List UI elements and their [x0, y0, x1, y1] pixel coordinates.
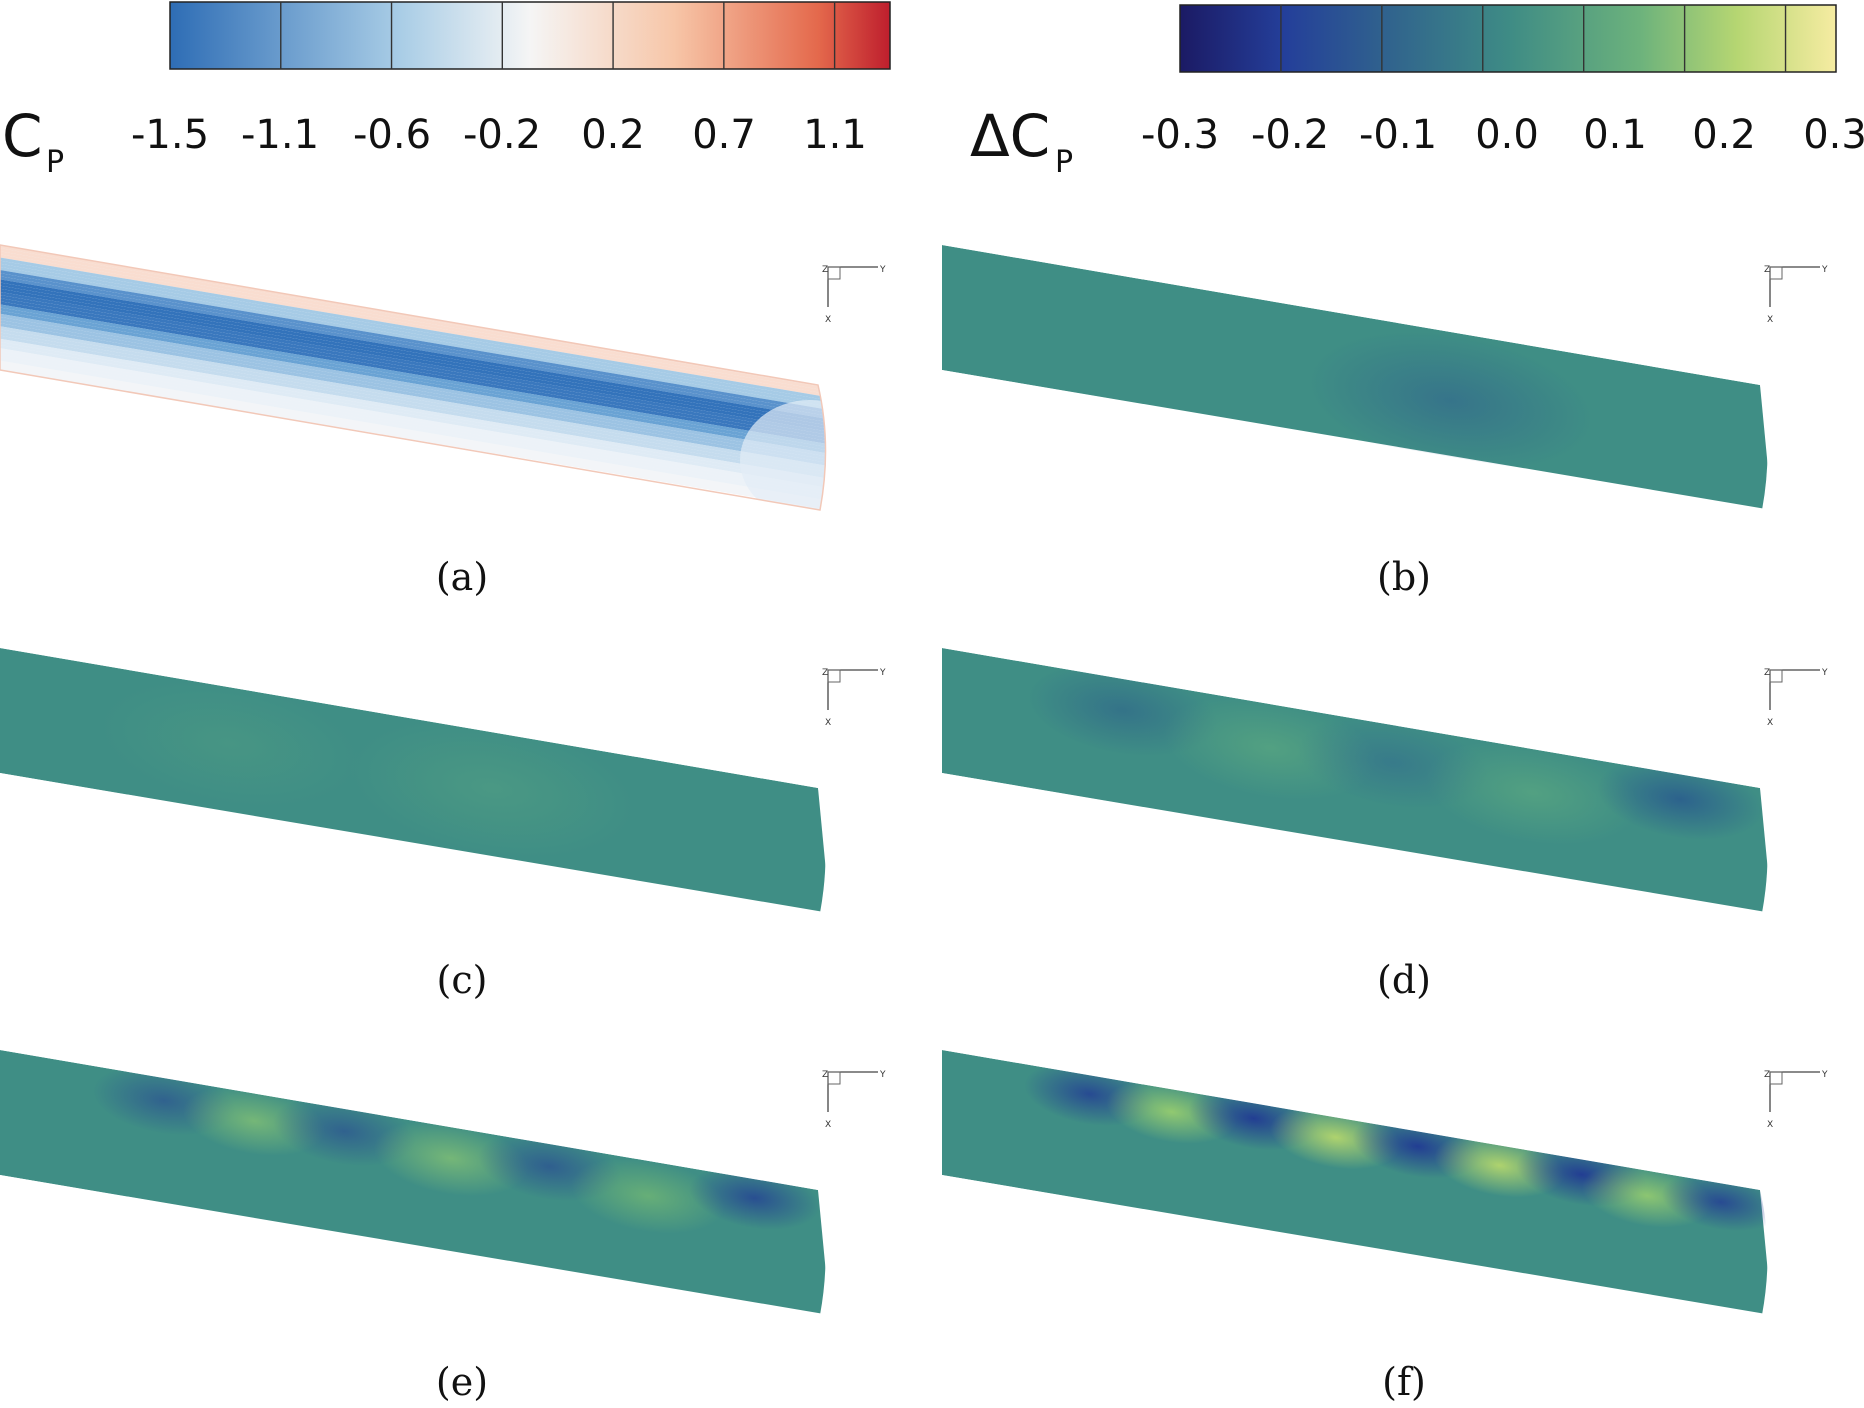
- dcp-wing-surface: [942, 245, 1768, 510]
- panel-caption: (d): [1377, 958, 1431, 1002]
- dcp-colorbar: ΔC P -0.3 -0.2 -0.1 0.0 0.1 0.2 0.3: [970, 4, 1864, 180]
- cp-colorbar-subscript: P: [46, 145, 64, 180]
- panel-f: Z Y X (f): [942, 1050, 1828, 1404]
- axis-triad: Z Y X: [822, 668, 886, 728]
- colorbar-tick-label: -0.2: [1251, 112, 1329, 158]
- colorbar-tick-label: -1.1: [241, 112, 319, 158]
- axis-y-label: Y: [1821, 668, 1828, 678]
- dcp-wing-surface: [0, 1050, 826, 1315]
- axis-y-label: Y: [1821, 265, 1828, 275]
- axis-z-label: Z: [1764, 265, 1770, 275]
- colorbar-tick-label: 0.7: [692, 112, 756, 158]
- colorbar-tick-label: -0.1: [1359, 112, 1437, 158]
- axis-triad: Z Y X: [1764, 1070, 1828, 1130]
- cp-wing-surface: [0, 245, 826, 510]
- colorbar-tick-label: 0.2: [581, 112, 645, 158]
- dcp-colorbar-ticks: -0.3 -0.2 -0.1 0.0 0.1 0.2 0.3: [1141, 112, 1864, 158]
- colorbar-tick-label: -0.6: [353, 112, 431, 158]
- cp-colorbar-gradient: [169, 1, 891, 70]
- axis-z-label: Z: [1764, 668, 1770, 678]
- axis-y-label: Y: [1821, 1070, 1828, 1080]
- dcp-wing-surface: [0, 648, 826, 913]
- axis-corner-box: [827, 669, 841, 683]
- axis-y-label: Y: [879, 265, 886, 275]
- axis-y-label: Y: [879, 1070, 886, 1080]
- cp-colorbar: C P -1.5 -1.1 -0.6 -0.2 0.2 0.7 1.1: [2, 1, 891, 180]
- axis-corner-box: [1769, 669, 1783, 683]
- axis-corner-box: [1769, 266, 1783, 280]
- dcp-colorbar-separators: [1280, 5, 1787, 72]
- panel-caption: (a): [436, 555, 488, 599]
- axis-x-label: X: [1767, 718, 1773, 728]
- axis-x-label: X: [1767, 1120, 1773, 1130]
- colorbar-tick-label: -1.5: [131, 112, 209, 158]
- panel-caption: (c): [437, 958, 488, 1002]
- panel-caption: (f): [1382, 1360, 1426, 1404]
- axis-triad: Z Y X: [822, 1070, 886, 1130]
- panel-caption: (e): [436, 1360, 488, 1404]
- panel-a: Z Y X (a): [0, 244, 886, 599]
- dcp-wing-surface: [942, 648, 1768, 913]
- axis-x-label: X: [825, 315, 831, 325]
- axis-y-label: Y: [879, 668, 886, 678]
- axis-z-label: Z: [822, 668, 828, 678]
- colorbar-tick-label: 0.3: [1803, 112, 1864, 158]
- axis-triad: Z Y X: [1764, 668, 1828, 728]
- colorbar-tick-label: 0.1: [1583, 112, 1647, 158]
- panel-d: Z Y X (d): [942, 648, 1828, 1002]
- axis-triad: Z Y X: [1764, 265, 1828, 325]
- cp-colorbar-separators: [280, 2, 836, 69]
- axis-z-label: Z: [1764, 1070, 1770, 1080]
- axis-corner-box: [827, 1071, 841, 1085]
- dcp-colorbar-gradient: [1179, 4, 1837, 73]
- colorbar-tick-label: 0.0: [1475, 112, 1539, 158]
- dcp-wing-surface: [942, 1050, 1768, 1315]
- dcp-colorbar-subscript: P: [1055, 145, 1073, 180]
- dcp-colorbar-symbol: ΔC: [970, 102, 1050, 170]
- colorbar-tick-label: 1.1: [803, 112, 867, 158]
- panels: Z Y X (a) Z Y X (b) Z Y X (c) Z Y X (d) Z Y X (e) Z Y X (f): [0, 244, 1828, 1404]
- panel-caption: (b): [1377, 555, 1431, 599]
- panel-e: Z Y X (e): [0, 1050, 886, 1404]
- colorbar-tick-label: -0.2: [463, 112, 541, 158]
- colorbar-tick-label: 0.2: [1692, 112, 1756, 158]
- axis-x-label: X: [1767, 315, 1773, 325]
- axis-corner-box: [827, 266, 841, 280]
- axis-z-label: Z: [822, 265, 828, 275]
- cp-colorbar-ticks: -1.5 -1.1 -0.6 -0.2 0.2 0.7 1.1: [131, 112, 867, 158]
- axis-corner-box: [1769, 1071, 1783, 1085]
- panel-b: Z Y X (b): [942, 245, 1828, 599]
- axis-z-label: Z: [822, 1070, 828, 1080]
- axis-x-label: X: [825, 1120, 831, 1130]
- cp-colorbar-symbol: C: [2, 102, 43, 170]
- panel-c: Z Y X (c): [0, 648, 886, 1002]
- colorbar-tick-label: -0.3: [1141, 112, 1219, 158]
- axis-triad: Z Y X: [822, 265, 886, 325]
- axis-x-label: X: [825, 718, 831, 728]
